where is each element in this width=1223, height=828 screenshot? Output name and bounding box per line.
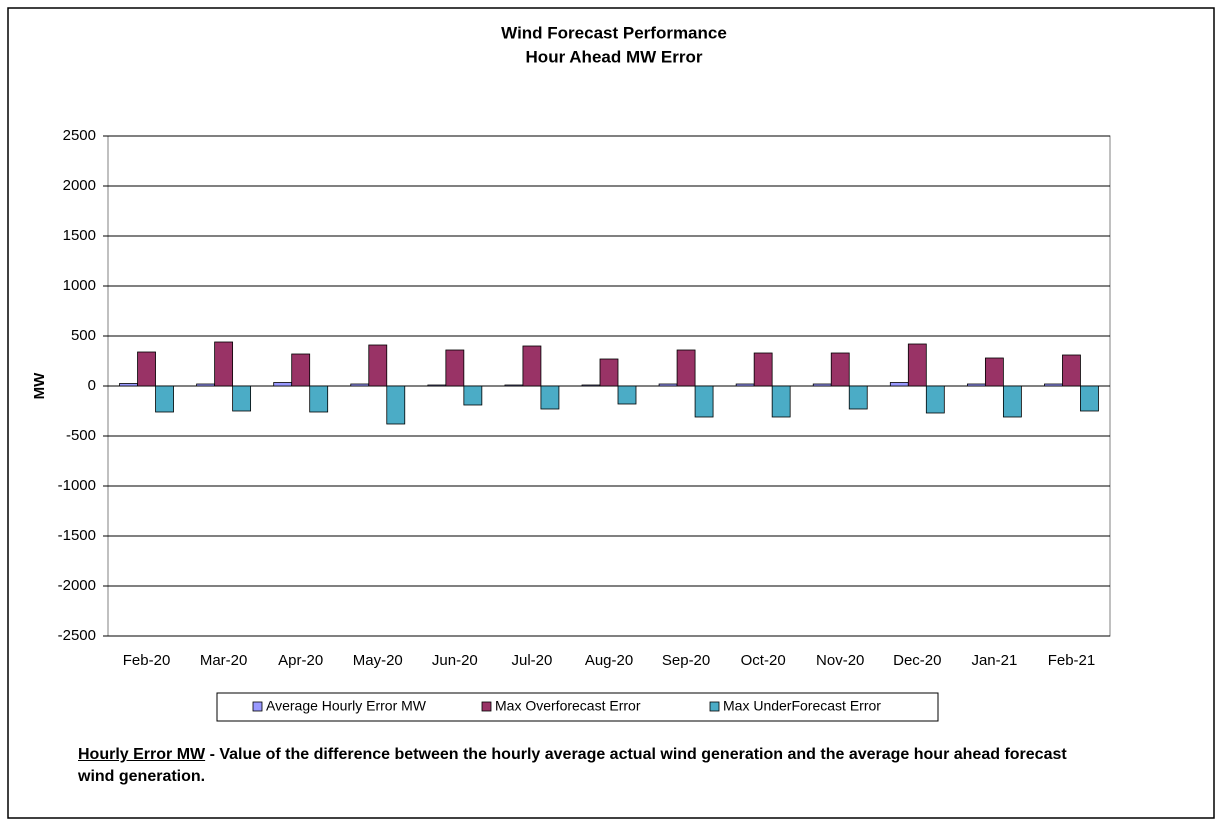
bar <box>966 383 986 387</box>
bar <box>848 385 868 410</box>
y-tick-label: 1000 <box>63 277 96 294</box>
bar <box>137 351 156 387</box>
bar <box>889 382 909 387</box>
bar <box>463 385 483 406</box>
x-tick-label: Jul-20 <box>511 652 552 669</box>
bar <box>445 349 465 387</box>
bar <box>753 352 773 387</box>
legend-label: Average Hourly Error MW <box>266 698 427 714</box>
bar <box>694 385 714 418</box>
x-tick-label: Oct-20 <box>741 652 786 669</box>
bar <box>1002 385 1022 418</box>
bar <box>427 384 447 387</box>
x-tick-label: Jun-20 <box>432 652 478 669</box>
y-tick-label: -2500 <box>58 627 96 644</box>
bar <box>984 357 1004 387</box>
bar <box>1080 385 1099 412</box>
bar <box>617 385 637 405</box>
bar <box>522 345 542 387</box>
legend-swatch <box>481 701 492 712</box>
chart-subtitle: Hour Ahead MW Error <box>526 47 703 66</box>
bar <box>386 385 406 425</box>
x-tick-label: May-20 <box>353 652 403 669</box>
bar <box>196 383 216 387</box>
x-tick-label: Mar-20 <box>200 652 248 669</box>
bar <box>676 349 696 387</box>
y-tick-label: -500 <box>66 427 96 444</box>
bar <box>830 352 850 387</box>
x-tick-label: Aug-20 <box>585 652 633 669</box>
legend-swatch <box>709 701 720 712</box>
bar <box>309 385 329 413</box>
y-tick-label: -1500 <box>58 527 96 544</box>
note-text: - Value of the difference between the ho… <box>78 746 1067 785</box>
bar <box>925 385 945 414</box>
bar <box>735 383 755 387</box>
bar <box>504 384 524 387</box>
bar <box>232 385 252 412</box>
bar <box>540 385 560 410</box>
x-tick-label: Dec-20 <box>893 652 941 669</box>
bar <box>581 384 601 387</box>
y-tick-label: 1500 <box>63 227 96 244</box>
bar <box>291 353 311 387</box>
bar <box>1044 383 1063 387</box>
bar <box>350 383 370 387</box>
y-tick-label: 500 <box>71 327 96 344</box>
legend-label: Max Overforecast Error <box>495 698 641 714</box>
bar <box>771 385 791 418</box>
legend <box>216 692 939 722</box>
frame <box>7 7 1215 819</box>
bar <box>155 385 174 413</box>
note: Hourly Error MW - Value of the differenc… <box>78 744 1068 788</box>
bar <box>119 383 138 387</box>
chart-title: Wind Forecast Performance <box>501 23 727 42</box>
y-tick-label: -2000 <box>58 577 96 594</box>
x-tick-label: Feb-20 <box>123 652 171 669</box>
y-tick-label: -1000 <box>58 477 96 494</box>
bar <box>1062 354 1081 387</box>
x-tick-label: Jan-21 <box>971 652 1017 669</box>
bar <box>599 358 619 387</box>
bar <box>907 343 927 387</box>
bar <box>214 341 234 387</box>
y-tick-label: 2000 <box>63 177 96 194</box>
y-tick-label: 0 <box>88 377 96 394</box>
x-tick-label: Feb-21 <box>1048 652 1096 669</box>
x-tick-label: Nov-20 <box>816 652 864 669</box>
note-term: Hourly Error MW <box>78 746 206 763</box>
x-tick-label: Sep-20 <box>662 652 710 669</box>
bar <box>658 383 678 387</box>
legend-label: Max UnderForecast Error <box>723 698 881 714</box>
y-tick-label: 2500 <box>63 127 96 144</box>
bar <box>812 383 832 387</box>
bar <box>273 382 293 387</box>
y-axis-label: MW <box>31 372 48 399</box>
legend-swatch <box>252 701 263 712</box>
x-tick-label: Apr-20 <box>278 652 323 669</box>
bar <box>368 344 388 387</box>
